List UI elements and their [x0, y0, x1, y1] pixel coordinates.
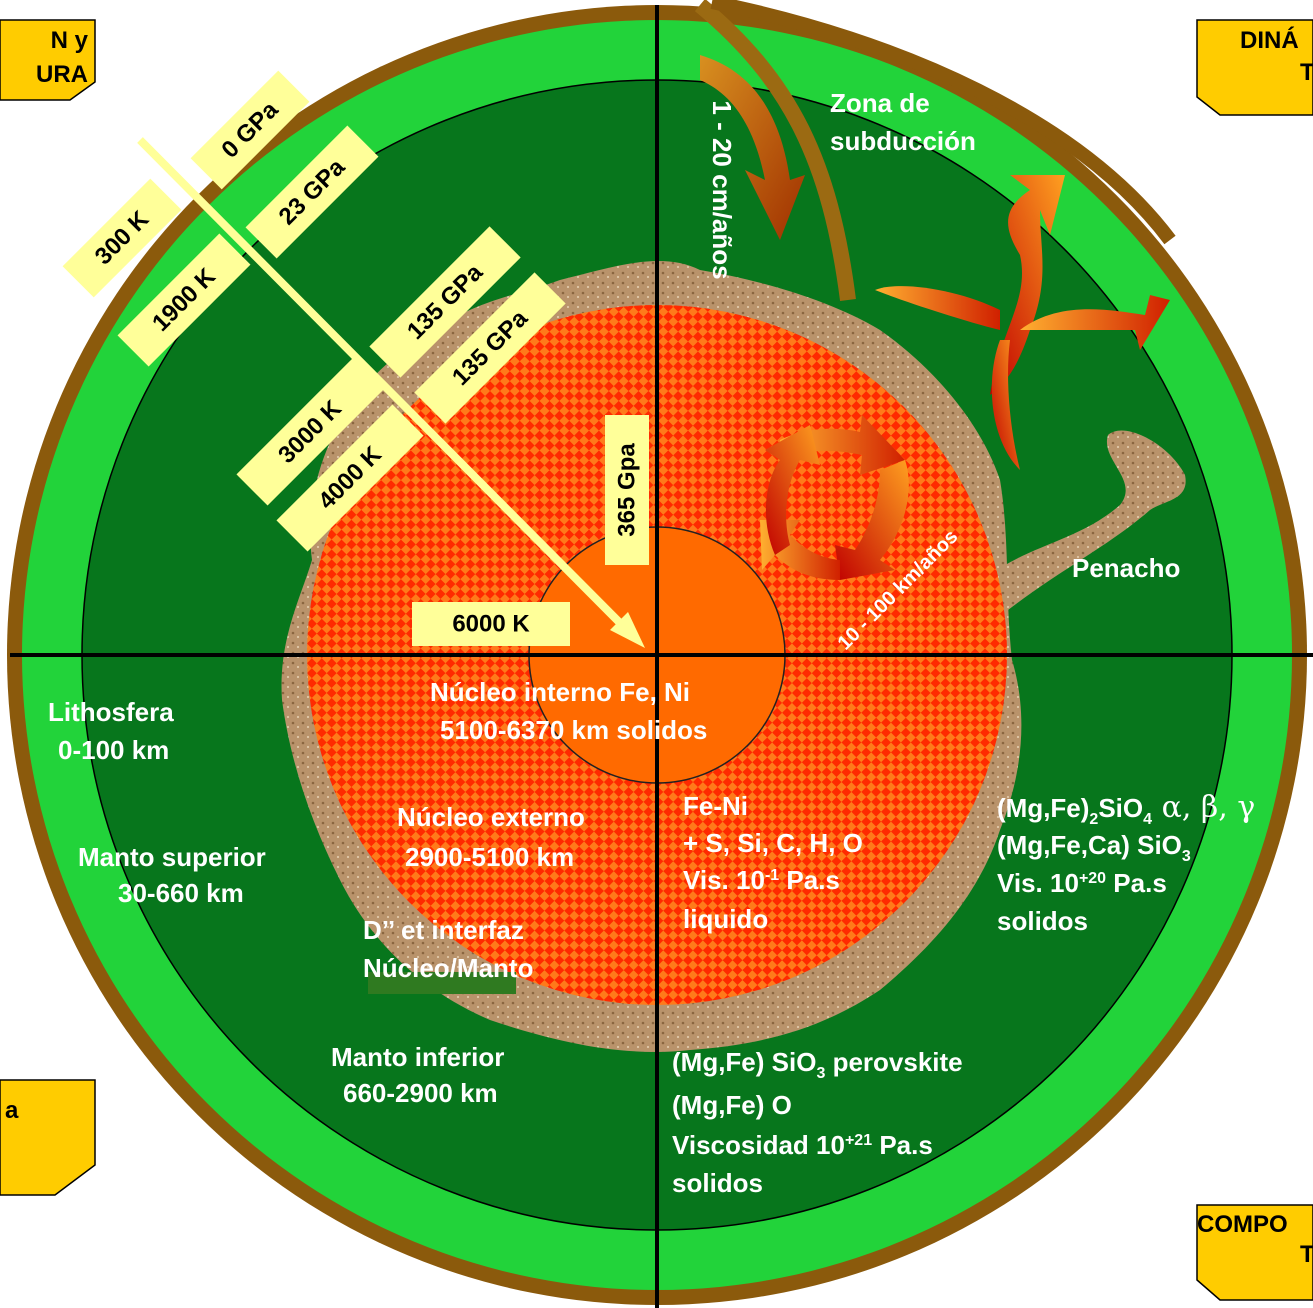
- text-part: Viscosidad 10: [672, 1130, 845, 1160]
- text-part: perovskite: [825, 1047, 962, 1077]
- composition: solidos: [997, 906, 1088, 936]
- text-part: (Mg,Fe,Ca) SiO: [997, 830, 1182, 860]
- text-part: Pa.s: [872, 1130, 933, 1160]
- layer-name: Núcleo interno Fe, Ni: [430, 677, 690, 707]
- layer-name: Manto superior: [78, 842, 266, 872]
- composition: Vis. 10-1 Pa.s: [683, 865, 840, 895]
- composition: Fe-Ni: [683, 791, 748, 821]
- superscript: -1: [765, 867, 779, 884]
- layer-name: Núcleo externo: [397, 802, 585, 832]
- layer-depth: 30-660 km: [118, 878, 244, 908]
- text-part: Pa.s: [1106, 868, 1167, 898]
- layer-depth: 660-2900 km: [343, 1078, 498, 1108]
- layer-name: D’’ et interfaz: [363, 915, 524, 945]
- corner-box: DINÁ T: [1197, 20, 1313, 115]
- layer-name: Lithosfera: [48, 697, 174, 727]
- layer-depth: 0-100 km: [58, 735, 169, 765]
- subscript: 4: [1143, 811, 1152, 828]
- composition: (Mg,Fe,Ca) SiO3: [997, 830, 1191, 865]
- corner-text: DINÁ: [1240, 26, 1299, 54]
- subscript: 3: [816, 1065, 825, 1082]
- corner-box: a: [0, 1080, 95, 1195]
- corner-text: COMPO: [1197, 1211, 1288, 1238]
- dynamics-label: subducción: [830, 126, 976, 156]
- composition: (Mg,Fe) O: [672, 1090, 792, 1120]
- earth-diagram: N y URA DINÁ T a COMPO T 0 GPa 23 GPa 30…: [0, 0, 1313, 1308]
- dynamics-label: Penacho: [1072, 553, 1180, 583]
- subscript: 2: [1089, 811, 1098, 828]
- subscript: 3: [1182, 848, 1191, 865]
- pt-text: 6000 K: [452, 611, 530, 638]
- corner-text: a: [5, 1097, 19, 1124]
- text-part: (Mg,Fe): [997, 793, 1089, 823]
- rate-label: 1 - 20 cm/años: [707, 100, 737, 279]
- composition: Viscosidad 10+21 Pa.s: [672, 1130, 933, 1160]
- pt-label: 6000 K: [412, 602, 570, 646]
- composition: + S, Si, C, H, O: [683, 828, 863, 858]
- text-part: α, β, γ: [1152, 790, 1255, 825]
- corner-text: T: [1300, 59, 1313, 86]
- superscript: +20: [1079, 870, 1106, 887]
- corner-text: URA: [36, 61, 88, 88]
- composition: solidos: [672, 1168, 763, 1198]
- text-part: SiO: [1098, 793, 1143, 823]
- text-part: Vis. 10: [997, 868, 1079, 898]
- text-part: (Mg,Fe) SiO: [672, 1047, 816, 1077]
- superscript: +21: [845, 1132, 872, 1149]
- pt-text: 365 Gpa: [614, 443, 641, 537]
- composition: liquido: [683, 904, 768, 934]
- corner-box: COMPO T: [1197, 1205, 1313, 1300]
- composition: (Mg,Fe)2SiO4 α, β, γ: [997, 790, 1255, 828]
- corner-text: T: [1300, 1241, 1313, 1268]
- pt-label: 365 Gpa: [605, 415, 649, 565]
- text-part: Pa.s: [779, 865, 840, 895]
- layer-depth: 2900-5100 km: [405, 842, 574, 872]
- layer-depth: Núcleo/Manto: [363, 953, 533, 983]
- layer-depth: 5100-6370 km solidos: [440, 715, 707, 745]
- corner-box: N y URA: [0, 20, 95, 100]
- page: N y URA DINÁ T a COMPO T 0 GPa 23 GPa 30…: [0, 0, 1313, 1308]
- corner-text: N y: [51, 27, 89, 54]
- text-part: Vis. 10: [683, 865, 765, 895]
- dynamics-label: Zona de: [830, 88, 930, 118]
- layer-name: Manto inferior: [331, 1042, 504, 1072]
